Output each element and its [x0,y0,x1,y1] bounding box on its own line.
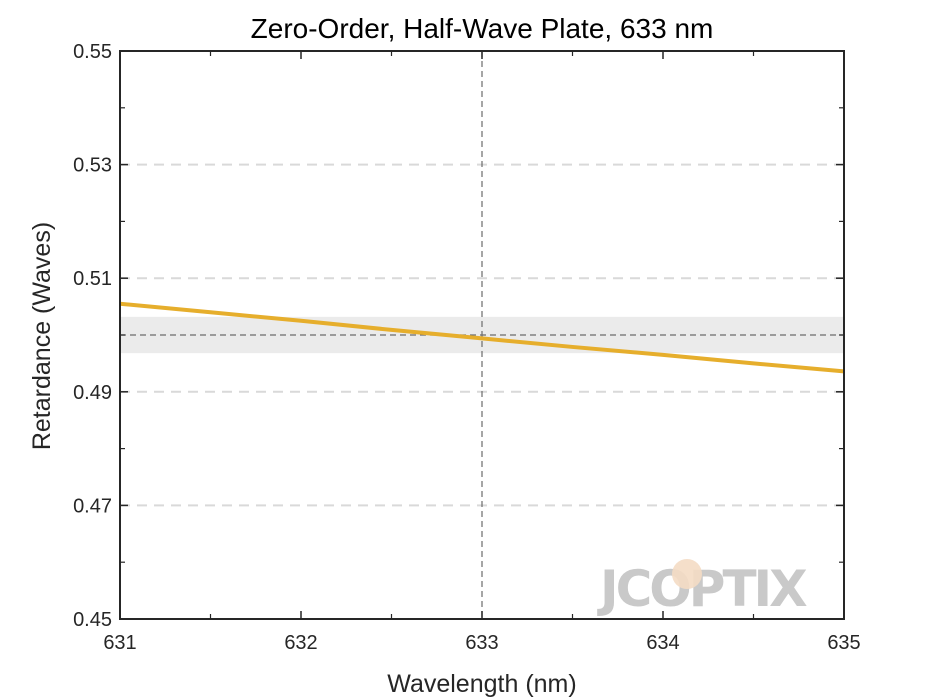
y-tick-labels: 0.45 0.47 0.49 0.51 0.53 0.55 [73,41,112,631]
tick-marks [119,50,845,620]
y-axis-title: Retardance (Waves) [28,222,56,450]
series-layer [119,301,845,374]
x-tick-label-4: 635 [827,632,860,654]
y-tick-label-1: 0.47 [73,495,112,517]
watermark-accent [672,559,702,589]
x-tick-label-0: 631 [103,632,136,654]
y-tick-label-3: 0.51 [73,268,112,290]
y-tick-label-5: 0.55 [73,41,112,63]
y-tick-label-4: 0.53 [73,155,112,177]
jcoptix-watermark-logo: JCOPTIX [597,559,810,618]
x-tick-labels: 631 632 633 634 635 [103,632,860,654]
reference-lines [120,51,844,619]
x-tick-label-2: 633 [465,632,498,654]
y-tick-label-2: 0.49 [73,382,112,404]
y-tick-label-0: 0.45 [73,609,112,631]
chart-title: Zero-Order, Half-Wave Plate, 633 nm [251,13,714,44]
x-tick-label-3: 634 [646,632,679,654]
x-axis-title: Wavelength (nm) [387,670,576,698]
x-tick-label-1: 632 [284,632,317,654]
series-line-0 [119,301,845,374]
watermark-text: JCOPTIX [597,560,807,618]
